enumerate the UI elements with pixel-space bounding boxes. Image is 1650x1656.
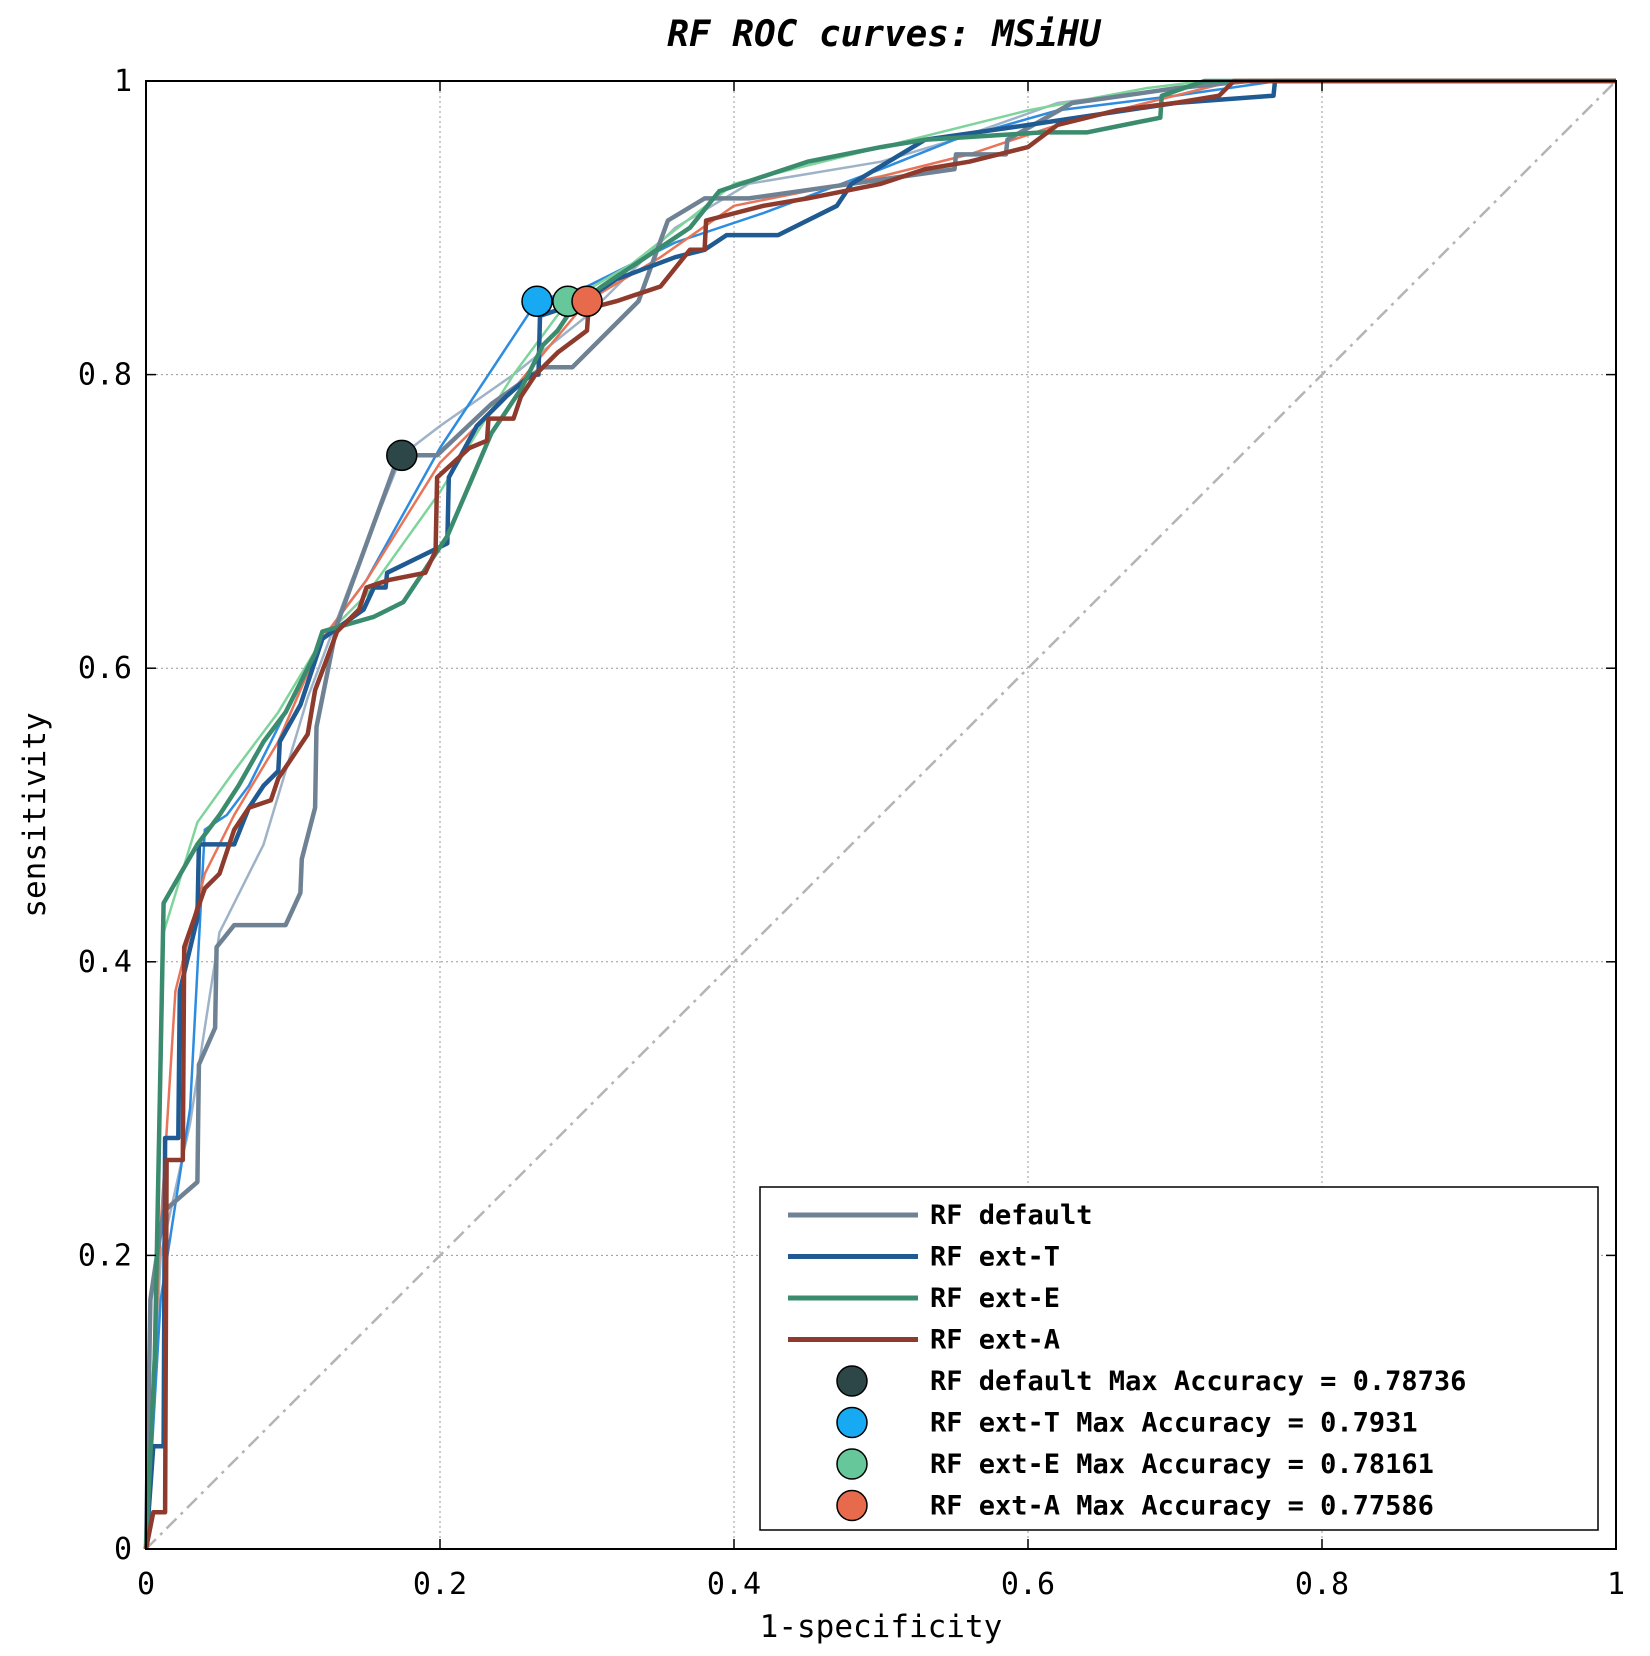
x-tick-label: 0	[137, 1567, 155, 1602]
legend-label: RF ext-T	[930, 1242, 1060, 1273]
max-accuracy-marker-1	[521, 285, 553, 317]
x-tick-label: 0.2	[413, 1567, 467, 1602]
max-accuracy-marker-3	[571, 285, 603, 317]
legend-label: RF ext-E	[930, 1283, 1060, 1314]
legend-label: RF default Max Accuracy = 0.78736	[930, 1366, 1466, 1397]
y-tick-label: 0.8	[78, 358, 132, 393]
y-tick-label: 0.6	[78, 651, 132, 686]
plot-frame	[145, 80, 1617, 1550]
y-tick-label: 0	[114, 1532, 132, 1567]
legend-marker-swatch	[836, 1489, 868, 1522]
legend-label: RF ext-A Max Accuracy = 0.77586	[930, 1491, 1434, 1522]
max-accuracy-marker-0	[386, 439, 418, 472]
y-axis-label: sensitivity	[17, 712, 53, 917]
legend: RF default RF ext-T RF ext-E RF ext-A RF def…	[759, 1186, 1599, 1531]
legend-label: RF default	[930, 1200, 1093, 1231]
roc-curve-rf-ext-e	[143, 78, 1616, 1550]
x-tick-label: 0.8	[1295, 1567, 1349, 1602]
legend-marker-swatch	[836, 1365, 868, 1397]
x-tick-label: 1	[1607, 1567, 1625, 1602]
legend-label: RF ext-E Max Accuracy = 0.78161	[930, 1449, 1434, 1480]
legend-marker-swatch	[836, 1406, 868, 1439]
roc-curve-companion-6	[144, 79, 1616, 1550]
legend-box	[759, 1186, 1599, 1531]
legend-label: RF ext-T Max Accuracy = 0.7931	[930, 1408, 1418, 1439]
chart-title: RF ROC curves: MSiHU	[667, 14, 1102, 55]
y-tick-label: 1	[114, 64, 132, 99]
roc-curve-rf-ext-t	[143, 78, 1616, 1550]
x-tick-label: 0.4	[707, 1567, 761, 1602]
max-accuracy-markers	[386, 285, 603, 472]
y-tick-label: 0.2	[78, 1238, 132, 1273]
y-tick-label: 0.4	[78, 945, 132, 980]
legend-label: RF ext-A	[930, 1325, 1060, 1356]
axis-ticks: 0 0.2 0.4 0.6 0.8 1 0 0.2 0.4 0.6 0.8 1	[78, 64, 1625, 1602]
diagonal-reference-line	[145, 80, 1617, 1550]
series-lines	[143, 78, 1616, 1550]
x-axis-label: 1-specificity	[760, 1609, 1003, 1645]
x-tick-label: 0.6	[1001, 1567, 1055, 1602]
legend-marker-swatch	[836, 1448, 868, 1480]
roc-curve-rf-ext-a	[143, 78, 1616, 1550]
